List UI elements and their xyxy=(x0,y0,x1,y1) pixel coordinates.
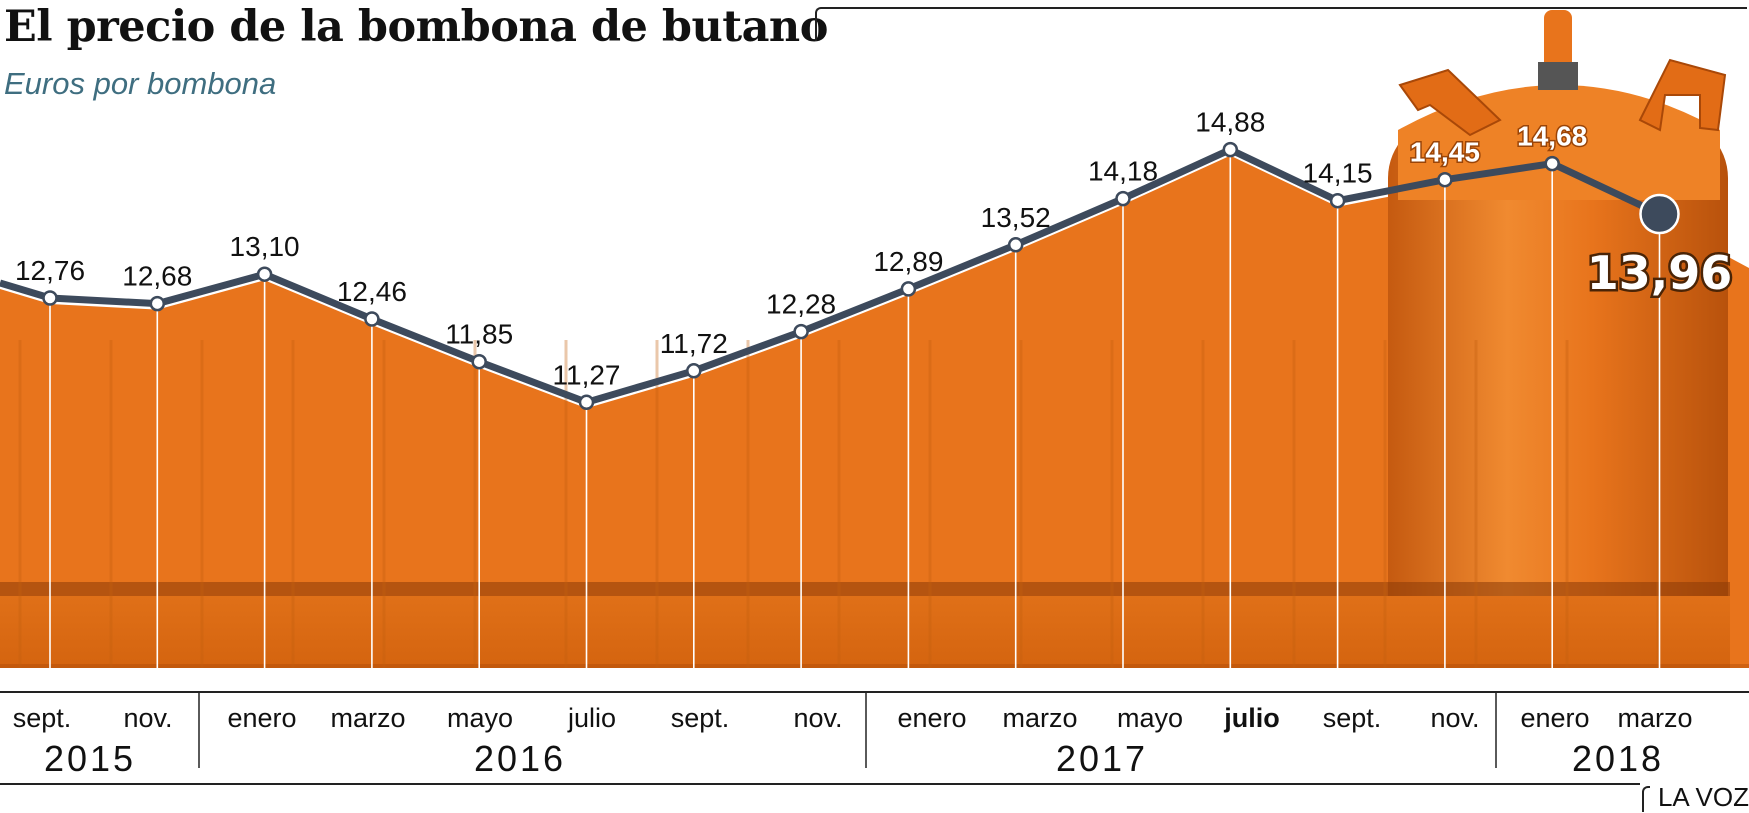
data-point xyxy=(1115,190,1131,207)
month-tick-label: marzo xyxy=(1617,703,1692,733)
value-labels: 12,76 12,68 13,10 12,46 11,85 11,27 11,72 12,28… xyxy=(15,107,1735,391)
cylinder-body-band xyxy=(0,155,1749,669)
data-point xyxy=(1007,237,1024,253)
cylinder-ring-shadow xyxy=(0,582,1730,596)
year-label: 2015 xyxy=(44,738,136,779)
cylinder-handle-left xyxy=(1398,68,1502,137)
cylinder-base-edge xyxy=(0,664,1749,668)
value-label: 12,76 xyxy=(15,255,85,286)
value-label: 14,15 xyxy=(1303,158,1373,189)
x-axis: sept. nov. enero marzo mayo julio sept. nov. ene… xyxy=(0,691,1749,785)
data-point xyxy=(1222,141,1239,158)
data-point xyxy=(686,363,702,379)
cylinder-footring xyxy=(0,596,1730,668)
year-label: 2018 xyxy=(1572,738,1664,779)
chart-title: El precio de la bombona de butano xyxy=(4,2,828,52)
credit-rule xyxy=(1642,786,1650,812)
cylinder-valve xyxy=(1544,10,1572,70)
data-point-highlight xyxy=(1639,193,1680,235)
month-tick-label: mayo xyxy=(447,703,513,733)
data-point xyxy=(1329,192,1346,209)
value-label: 12,28 xyxy=(766,289,836,320)
month-tick-label: julio xyxy=(1223,703,1280,733)
month-tick-label: nov. xyxy=(793,703,842,733)
credit-label: LA VOZ xyxy=(1657,782,1749,812)
data-point xyxy=(149,295,166,312)
data-point xyxy=(42,290,58,306)
value-label: 11,72 xyxy=(660,328,728,359)
month-tick-label: marzo xyxy=(330,703,405,733)
year-label: 2016 xyxy=(474,738,566,779)
cylinder-handle-right xyxy=(1638,58,1727,132)
data-point xyxy=(900,281,917,297)
data-point xyxy=(1437,171,1453,188)
month-tick-label: mayo xyxy=(1117,703,1183,733)
data-point xyxy=(256,266,273,282)
month-tick-label: sept. xyxy=(1323,703,1382,733)
data-points xyxy=(42,141,1680,411)
value-label: 11,85 xyxy=(445,319,513,350)
value-label: 13,10 xyxy=(230,231,300,262)
month-tick-label: enero xyxy=(1520,703,1589,733)
value-label: 12,89 xyxy=(873,246,943,277)
value-label-highlight: 13,96 xyxy=(1587,246,1733,300)
month-tick-label: nov. xyxy=(1430,703,1479,733)
value-label: 14,18 xyxy=(1088,156,1158,187)
value-label: 12,46 xyxy=(337,276,407,307)
cylinder-body xyxy=(1388,118,1728,668)
value-label: 11,27 xyxy=(553,359,621,390)
cylinder-valve-base xyxy=(1538,62,1578,90)
title-rule xyxy=(815,7,1747,41)
value-label: 14,45 xyxy=(1410,137,1480,168)
month-tick-label: sept. xyxy=(671,703,730,733)
month-tick-label: julio xyxy=(567,703,616,733)
gas-cylinder-image xyxy=(0,10,1749,669)
year-label: 2017 xyxy=(1056,738,1148,779)
month-tick-label: nov. xyxy=(123,703,172,733)
value-label: 13,52 xyxy=(981,202,1051,233)
month-tick-label: sept. xyxy=(13,703,72,733)
gridlines xyxy=(49,149,1661,668)
value-label: 12,68 xyxy=(122,261,192,292)
data-point xyxy=(471,353,487,370)
data-point xyxy=(1544,155,1560,172)
value-label: 14,68 xyxy=(1517,121,1587,152)
month-tick-label: enero xyxy=(897,703,966,733)
month-tick-label: marzo xyxy=(1002,703,1077,733)
data-point xyxy=(578,394,595,411)
month-tick-label: enero xyxy=(227,703,296,733)
chart-subtitle: Euros por bombona xyxy=(4,66,277,101)
value-label: 14,88 xyxy=(1195,107,1265,138)
data-point xyxy=(364,311,380,327)
data-point xyxy=(793,323,809,340)
